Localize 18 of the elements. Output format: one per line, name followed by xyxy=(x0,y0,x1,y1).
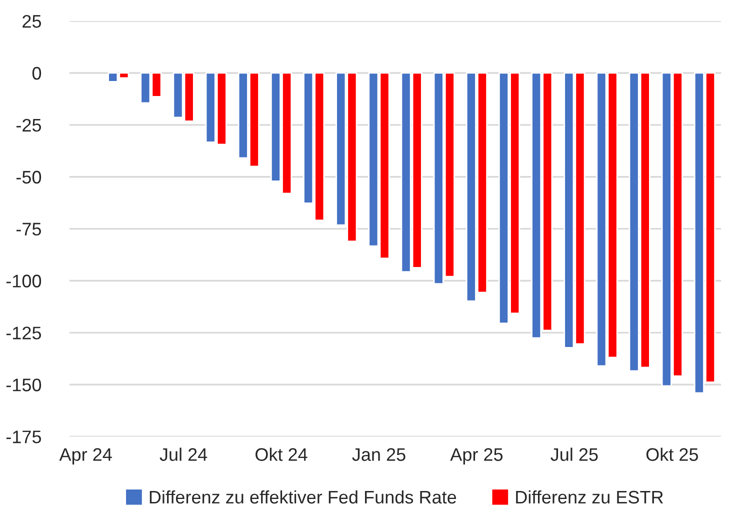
y-tick-label: -50 xyxy=(16,170,42,184)
x-tick-label: Okt 25 xyxy=(646,448,698,461)
legend-label: Differenz zu effektiver Fed Funds Rate xyxy=(150,490,456,504)
legend-label: Differenz zu ESTR xyxy=(516,490,663,504)
y-tick-label: 0 xyxy=(32,66,42,80)
y-tick-label: -100 xyxy=(6,274,42,288)
y-tick-label: -25 xyxy=(16,118,42,132)
x-tick-label: Apr 25 xyxy=(450,448,503,465)
y-tick-label: -75 xyxy=(16,222,42,236)
y-tick-label: -150 xyxy=(6,378,42,392)
x-tick-label: Jan 25 xyxy=(352,448,406,461)
y-tick-label: -125 xyxy=(6,326,42,340)
x-tick-label: Jul 25 xyxy=(550,448,598,461)
y-tick-label: 25 xyxy=(22,14,42,28)
x-tick-label: Jul 24 xyxy=(160,448,208,461)
y-tick-label: -175 xyxy=(6,430,42,444)
x-tick-label: Apr 24 xyxy=(59,448,112,465)
x-tick-label: Okt 24 xyxy=(256,448,308,461)
